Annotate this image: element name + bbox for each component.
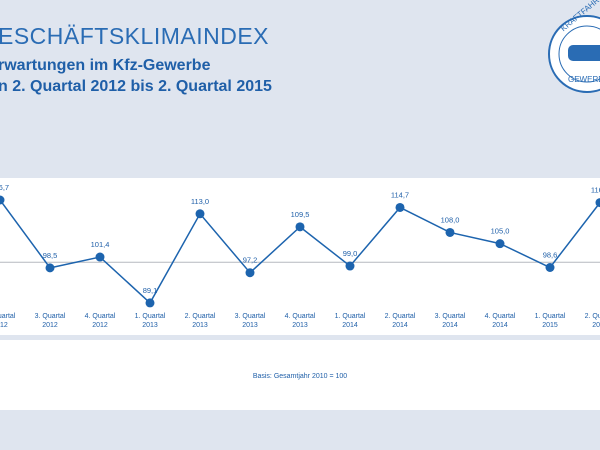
note: Basis: Gesamtjahr 2010 = 100	[253, 373, 347, 380]
marker	[95, 252, 105, 262]
x-tick-label: 2. Quartal	[385, 313, 416, 320]
marker	[0, 195, 5, 205]
marker	[395, 202, 405, 212]
x-tick-label: 2012	[92, 322, 108, 329]
data-label: 98,6	[543, 250, 558, 259]
data-label: 109,5	[291, 210, 310, 219]
data-label: 116,0	[591, 186, 600, 195]
x-tick-label: 2015	[592, 322, 600, 329]
plot-area	[0, 178, 600, 335]
x-tick-label: 2014	[342, 322, 358, 329]
x-tick-label: 2014	[442, 322, 458, 329]
x-tick-label: 3. Quartal	[35, 313, 66, 320]
x-tick-label: 2013	[192, 322, 208, 329]
x-tick-label: 1. Quartal	[135, 313, 166, 320]
x-tick-label: 4. Quartal	[485, 313, 516, 320]
logo-car	[568, 45, 600, 61]
note-area	[0, 340, 600, 410]
marker	[45, 263, 55, 273]
logo-text: GEWERB	[568, 75, 600, 84]
data-label: 101,4	[91, 240, 110, 249]
data-label: 89,1	[143, 286, 158, 295]
x-tick-label: 2. Quartal	[185, 313, 216, 320]
marker	[595, 198, 600, 208]
data-label: 113,0	[191, 197, 209, 206]
x-tick-label: 4. Quartal	[85, 313, 116, 320]
x-tick-label: 2014	[492, 322, 508, 329]
x-tick-label: 2012	[42, 322, 58, 329]
marker	[145, 298, 155, 308]
data-label: 116,7	[0, 183, 9, 192]
x-tick-label: 2015	[542, 322, 558, 329]
marker	[345, 261, 355, 271]
x-tick-label: 3. Quartal	[435, 313, 466, 320]
x-tick-label: 3. Quartal	[235, 313, 266, 320]
chart-subtitle: n 2. Quartal 2012 bis 2. Quartal 2015	[0, 78, 272, 95]
marker	[295, 222, 305, 232]
marker	[545, 263, 555, 273]
data-label: 99,0	[343, 249, 358, 258]
data-label: 98,5	[43, 251, 58, 260]
x-tick-label: 2013	[142, 322, 158, 329]
marker	[495, 239, 505, 249]
x-tick-label: 2013	[242, 322, 258, 329]
data-label: 108,0	[441, 215, 460, 224]
marker	[445, 227, 455, 237]
data-label: 114,7	[391, 190, 409, 199]
x-tick-label: 2012	[0, 322, 8, 329]
data-label: 97,2	[243, 256, 258, 265]
x-tick-label: 2. Quartal	[585, 313, 600, 320]
x-tick-label: 2013	[292, 322, 308, 329]
x-tick-label: 2. Quartal	[0, 313, 16, 320]
chart-subtitle: rwartungen im Kfz-Gewerbe	[0, 57, 211, 74]
marker	[195, 209, 205, 219]
data-label: 105,0	[491, 227, 510, 236]
x-tick-label: 4. Quartal	[285, 313, 316, 320]
chart-title: ESCHÄFTSKLIMAINDEX	[0, 23, 269, 49]
marker	[245, 268, 255, 278]
x-tick-label: 1. Quartal	[535, 313, 566, 320]
x-tick-label: 2014	[392, 322, 408, 329]
logo-ring	[558, 25, 600, 83]
x-tick-label: 1. Quartal	[335, 313, 366, 320]
